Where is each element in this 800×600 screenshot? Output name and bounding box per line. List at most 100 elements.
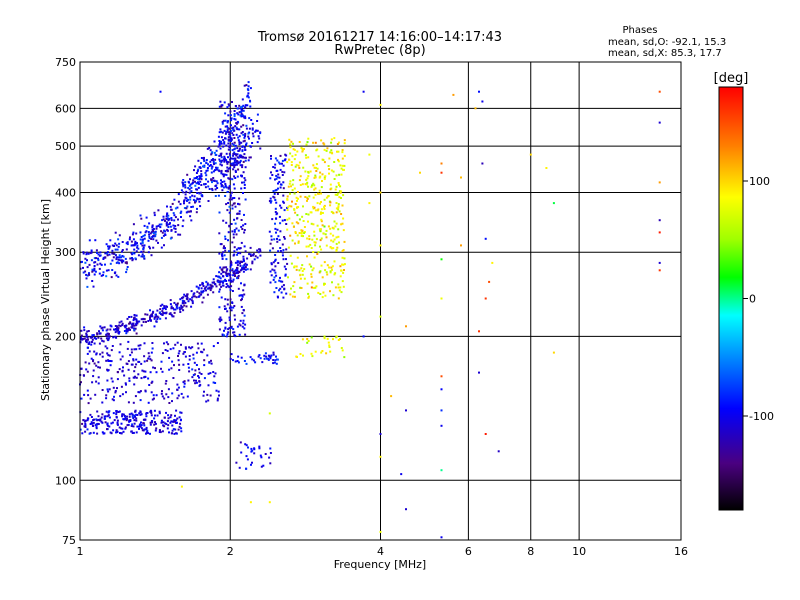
data-point-x_trace <box>315 170 318 172</box>
data-point-o_upper_band <box>251 132 254 135</box>
data-point-o_lower_cusp <box>154 315 157 318</box>
data-point-o_mid_band <box>279 247 282 249</box>
data-point-o_mid_band <box>272 261 275 264</box>
data-point-o_low_2 <box>106 352 109 355</box>
data-point-o_low_2 <box>132 401 135 404</box>
data-point-o_upper_band <box>203 183 206 186</box>
data-point-o_low_2 <box>104 345 107 348</box>
data-point-o_dense_column <box>232 274 235 277</box>
data-point-o_dense_column <box>240 108 243 111</box>
x-axis-label: Frequency [MHz] <box>334 558 426 571</box>
data-point-o_low_3 <box>237 355 240 358</box>
data-point-o_mid_band <box>279 186 282 189</box>
data-point-o_dense_column <box>226 160 228 163</box>
data-point-o_low_1 <box>95 423 98 426</box>
data-point-x_low <box>343 356 346 359</box>
data-point-o_dense_column <box>238 210 241 213</box>
data-point-o_low_1 <box>113 419 116 422</box>
data-point-o_upper_band <box>95 257 97 260</box>
data-point-x_trace <box>338 289 341 292</box>
data-point-o_lower_cusp <box>179 308 181 311</box>
data-point-o_top <box>207 163 209 166</box>
data-point-o_upper_band <box>125 261 128 264</box>
data-point-o_top <box>230 137 233 140</box>
data-point-o_lower_cusp <box>172 315 175 318</box>
data-point-o_dense_column <box>220 296 223 299</box>
data-point-x_trace <box>289 180 292 183</box>
data-point-o_low_1 <box>166 420 169 423</box>
data-point-x_trace <box>341 280 344 283</box>
data-point-o_low_2 <box>188 355 191 357</box>
x-tick-label: 10 <box>572 545 586 558</box>
data-point-o_dense_column <box>228 177 231 180</box>
data-point-o_dense_column <box>224 249 227 252</box>
data-point-o_top <box>249 99 251 102</box>
data-point-o_upper_band <box>100 274 103 277</box>
data-point-o_low_1 <box>145 412 148 415</box>
data-point-x_low <box>329 350 332 353</box>
data-point-x_trace <box>343 263 346 266</box>
data-point-x_trace <box>343 257 346 260</box>
data-point-o_lower_cusp <box>259 250 262 253</box>
data-point-o_lower_cusp <box>159 308 162 311</box>
data-point-x_trace <box>297 164 300 167</box>
data-point-x_trace <box>330 149 333 152</box>
data-point-o_low_1 <box>167 424 170 427</box>
data-point-o_low_1 <box>139 413 142 416</box>
data-point-x_trace <box>292 225 295 228</box>
data-point-o_dense_column <box>233 229 236 231</box>
data-point-o_dense_column <box>225 335 228 338</box>
data-point-o_upper_band <box>114 271 117 274</box>
y-tick-label: 750 <box>55 56 76 69</box>
data-point-o_low_2 <box>86 370 89 373</box>
data-point-o_upper_band <box>249 156 252 159</box>
data-point-o_upper_band <box>105 269 108 272</box>
data-point-o_dense_column <box>224 132 227 135</box>
data-point-o_dense_column <box>239 324 242 327</box>
data-point-o_upper_band <box>86 251 88 254</box>
data-point-x_trace <box>335 185 338 188</box>
data-point-o_mid_band <box>274 222 276 225</box>
data-point-x_low <box>311 355 314 358</box>
data-point-x_trace <box>339 275 342 278</box>
data-point-o_low_2 <box>195 351 198 354</box>
data-point-o_top <box>218 143 221 146</box>
data-point-o_lower_cusp <box>246 257 249 260</box>
data-point-o_upper_band <box>161 219 164 222</box>
data-point-o_lower_cusp <box>236 261 239 264</box>
data-point-sparse <box>379 455 382 458</box>
data-point-o_dense_column <box>228 327 231 329</box>
data-point-x_trace <box>317 251 320 254</box>
data-point-o_low_2 <box>88 362 91 365</box>
data-point-x_trace <box>316 167 319 170</box>
data-point-o_lower_cusp <box>205 285 208 288</box>
data-point-o_upper_band <box>190 219 193 222</box>
data-point-o_low_2 <box>199 383 202 386</box>
data-point-o_dense_column <box>221 334 224 337</box>
data-point-o_dense_column <box>244 266 247 269</box>
data-point-o_low_1 <box>101 431 104 434</box>
data-point-o_mid_band <box>277 161 280 164</box>
data-point-x_trace <box>286 197 289 200</box>
data-point-o_low_2 <box>216 342 219 344</box>
data-point-o_upper_band <box>131 253 134 256</box>
data-point-o_upper_band <box>94 270 97 273</box>
data-point-o_lower_cusp <box>161 307 164 310</box>
data-point-o_upper_band <box>153 214 156 217</box>
data-point-x_trace <box>319 293 322 295</box>
data-point-o_dense_column <box>229 144 232 147</box>
data-point-o_low_1 <box>87 417 90 420</box>
data-point-o_upper_band <box>198 178 200 181</box>
data-point-o_upper_band <box>106 252 108 255</box>
data-point-x_trace <box>309 170 312 173</box>
data-point-o_upper_band <box>122 260 125 263</box>
data-point-x_trace <box>301 270 304 272</box>
data-point-o_tail <box>245 467 248 470</box>
data-point-o_lower_cusp <box>241 260 244 263</box>
data-point-x_trace <box>304 196 307 198</box>
data-point-o_dense_column <box>221 253 224 256</box>
data-point-o_low_1 <box>97 418 100 421</box>
data-point-x_trace <box>306 237 309 240</box>
data-point-o_dense_column <box>222 271 225 274</box>
